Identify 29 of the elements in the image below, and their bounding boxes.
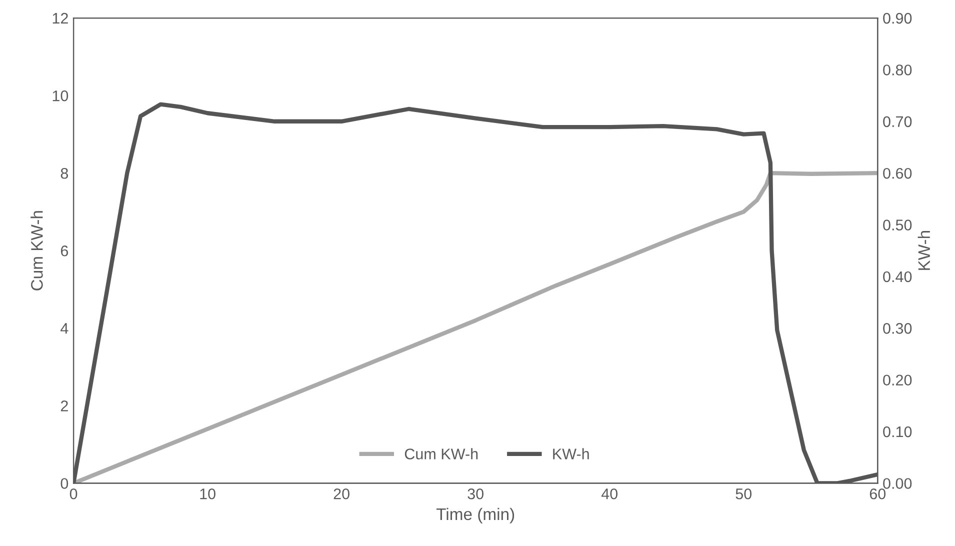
y2-tick-label: 0.80 [883,64,912,76]
y2-tick-label: 0.60 [883,168,912,179]
y2-tick-label: 0.40 [883,271,912,282]
y-tick-label: 2 [60,400,68,412]
y2-tick-label: 0.90 [883,12,912,24]
y-axis-title: Cum KW-h [30,211,43,290]
x-tick-label: 50 [736,488,752,500]
y-tick-label: 10 [52,90,68,102]
legend-label: KW-h [553,448,589,460]
x-tick-label: 40 [601,488,618,500]
y2-tick-label: 0.20 [883,374,912,386]
y2-tick-label: 0.00 [883,478,912,489]
y2-tick-label: 0.70 [883,116,912,128]
x-tick-label: 60 [870,488,886,500]
y2-tick-label: 0.10 [883,426,912,438]
x-axis-title: Time (min) [436,508,514,524]
x-tick-label: 10 [200,488,216,500]
x-tick-label: 0 [70,488,78,500]
y2-tick-label: 0.30 [883,323,912,334]
y2-axis-title: KW-h [918,231,930,270]
y2-tick-label: 0.50 [883,220,912,230]
y-tick-label: 4 [60,323,68,334]
x-tick-label: 30 [468,488,484,500]
y-tick-label: 6 [60,245,68,256]
x-tick-label: 20 [334,488,350,500]
y-tick-label: 0 [60,478,68,489]
y-tick-label: 12 [52,12,68,24]
y-tick-label: 8 [60,168,68,179]
legend-label: Cum KW-h [404,448,478,460]
